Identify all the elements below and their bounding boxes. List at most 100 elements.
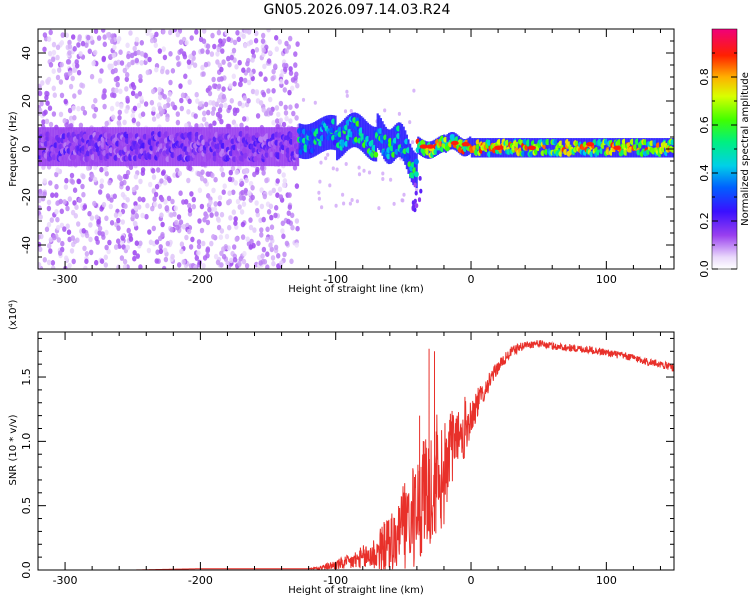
spectrogram-cell <box>60 32 65 38</box>
spectrogram-cell <box>277 168 282 175</box>
spectrogram-cell <box>216 224 222 231</box>
spectrogram-cell <box>231 47 237 54</box>
spectrogram-cell <box>126 53 131 60</box>
spectrogram-cell <box>117 211 123 217</box>
spectrogram-cell <box>274 105 280 111</box>
spectrogram-cell <box>186 228 192 235</box>
spectrogram-cell <box>269 214 274 221</box>
spectrogram-cell <box>231 209 236 215</box>
spectrogram-cell <box>260 38 266 44</box>
spectrogram-cell <box>199 175 205 182</box>
spectrogram-cell <box>155 249 160 255</box>
spectrogram-cell <box>240 234 246 240</box>
spectrogram-cell <box>160 221 165 228</box>
spectrogram-cell <box>101 29 106 33</box>
snr-plot: -300 -200 -100 0 100 0.0 0.5 1.0 1.5 Height of s… <box>8 299 675 596</box>
spectrogram-cell <box>46 36 52 42</box>
spectrogram-cell <box>46 205 52 212</box>
spectrogram-cell <box>38 234 41 240</box>
spectrogram-cell <box>63 72 69 78</box>
spectrogram-cell <box>292 165 298 171</box>
spectrogram-cell <box>162 179 168 186</box>
spectrogram-cell <box>69 248 75 254</box>
spectrogram-cell <box>92 176 98 183</box>
spectrogram-cell <box>213 253 219 260</box>
spectrogram-cell <box>210 172 215 179</box>
spectrogram-cell <box>40 80 45 86</box>
spectrogram-cell <box>268 96 273 103</box>
spectrogram-xtick-label: -300 <box>53 273 78 286</box>
spectrogram-cell <box>277 39 282 45</box>
snr-xtick-label: -200 <box>188 574 213 587</box>
colorbar-label: Normalized spectral amplitude <box>740 72 750 226</box>
spectrogram-cell <box>426 144 435 149</box>
spectrogram-cell <box>280 220 285 227</box>
spectrogram-cell <box>48 62 54 68</box>
spectrogram-cell <box>94 259 99 266</box>
spectrogram-cell <box>102 41 108 48</box>
spectrogram-cell <box>115 127 118 167</box>
spectrogram-cell <box>550 138 553 158</box>
spectrogram-cell <box>48 121 54 128</box>
spectrogram-cell <box>119 103 124 109</box>
spectrogram-cell <box>226 36 231 43</box>
spectrogram-cell <box>134 57 139 64</box>
spectrogram-cell <box>210 32 215 39</box>
spectrogram-cell <box>99 68 104 74</box>
spectrogram-cell <box>115 101 120 107</box>
spectrogram-cell <box>71 34 76 40</box>
spectrogram-cell <box>284 79 289 85</box>
spectrogram-cell <box>92 200 97 207</box>
spectrogram-cell <box>112 44 117 51</box>
spectrogram-cell <box>177 262 182 268</box>
spectrogram-cell <box>262 193 267 200</box>
spectrogram-cell <box>217 200 222 207</box>
spectrogram-cell <box>375 126 378 162</box>
snr-axes: -300 -200 -100 0 100 0.0 0.5 1.0 1.5 <box>20 332 674 587</box>
spectrogram-cell <box>138 73 143 80</box>
spectrogram-cell <box>66 229 72 235</box>
spectrogram-cell <box>255 166 260 173</box>
spectrogram-cell <box>66 59 72 65</box>
spectrogram-cell <box>219 228 225 234</box>
spectrogram-cell <box>161 29 166 35</box>
spectrogram-cell <box>74 59 79 65</box>
spectrogram-cell <box>241 201 247 207</box>
spectrogram-cell <box>212 83 217 89</box>
spectrogram-cell <box>294 103 299 109</box>
spectrogram-cell <box>38 246 43 253</box>
spectrogram-cell <box>219 118 224 125</box>
spectrogram-cell <box>259 187 264 193</box>
snr-series-line <box>38 340 674 570</box>
spectrogram-cell <box>125 95 130 102</box>
spectrogram-cell <box>114 87 119 94</box>
spectrogram-cell <box>278 117 284 124</box>
spectrogram-cell <box>67 262 72 269</box>
spectrogram-cell <box>144 213 149 220</box>
spectrogram-cell <box>125 72 130 78</box>
spectrogram-cell <box>88 222 93 228</box>
spectrogram-xtick-label: -100 <box>323 273 348 286</box>
spectrogram-cell <box>149 32 154 39</box>
spectrogram-xtick-label: 0 <box>468 273 475 286</box>
spectrogram-cell <box>44 90 49 97</box>
spectrogram-cell <box>237 260 242 267</box>
spectrogram-cell <box>283 104 288 111</box>
spectrogram-cell <box>132 220 138 227</box>
spectrogram-cell <box>239 76 244 83</box>
spectrogram-cell <box>134 36 140 43</box>
spectrogram-cell <box>188 53 193 60</box>
snr-ytick-label: 1.5 <box>20 368 33 386</box>
spectrogram-cell <box>377 206 381 211</box>
spectrogram-cell <box>118 49 123 55</box>
spectrogram-cell <box>404 130 407 165</box>
spectrogram-cell <box>102 34 107 40</box>
spectrogram-cell <box>179 48 184 54</box>
spectrogram-cell <box>247 29 252 33</box>
spectrogram-cell <box>397 111 401 116</box>
spectrogram-cell <box>110 92 115 98</box>
spectrogram-cell <box>139 60 144 66</box>
spectrogram-cell <box>93 49 98 56</box>
spectrogram-cell <box>144 127 147 167</box>
spectrogram-cell <box>101 56 106 63</box>
